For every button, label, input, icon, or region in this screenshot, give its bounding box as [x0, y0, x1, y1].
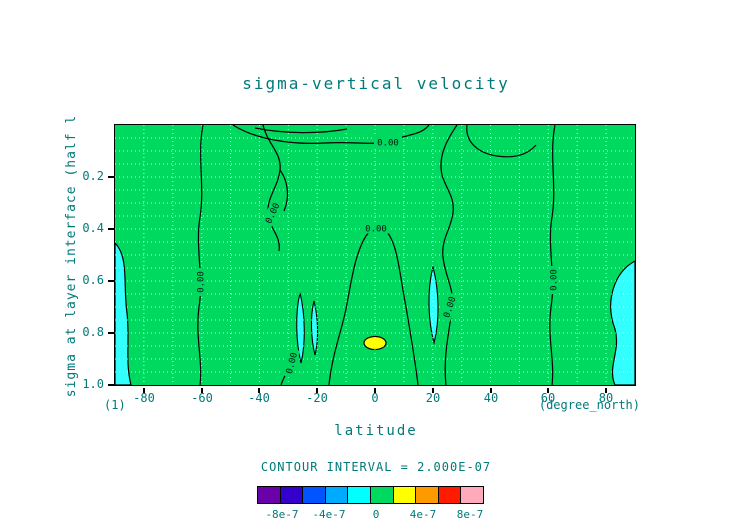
x-tick-label: -20 [306, 391, 328, 405]
zero-contour-line [440, 124, 458, 386]
contour-label-bg [374, 136, 402, 148]
x-tick-label: 40 [483, 391, 499, 405]
colorbar-label: -8e-7 [265, 508, 299, 521]
y-tick-label: 1.0 [82, 377, 104, 391]
fill-region-yellow-max [363, 335, 387, 351]
x-tick-label: -40 [248, 391, 270, 405]
x-tick [258, 388, 260, 393]
y-tick [108, 384, 114, 386]
colorbar-segment [257, 486, 281, 504]
y-axis-label: sigma at layer interface (half l [64, 114, 79, 398]
colorbar-segment [347, 486, 371, 504]
colorbar [257, 486, 484, 504]
contour-label-text: 0.00 [365, 225, 387, 235]
contour-label-bg [282, 348, 300, 378]
x-tick-label: 80 [598, 391, 614, 405]
contour-label-text: 0.00 [377, 139, 399, 149]
x-axis-label: latitude [334, 423, 418, 439]
y-tick [108, 228, 114, 230]
plot-area: 0.00 0.00 0.00 0.00 0.00 0.00 [114, 124, 636, 386]
fill-region-cyan-sliver-b [310, 300, 319, 356]
colorbar-label: 4e-7 [409, 508, 437, 521]
x-tick [201, 388, 203, 393]
zero-contour-line [466, 124, 537, 158]
colorbar-segment [324, 486, 349, 504]
x-tick-label: -80 [133, 391, 155, 405]
x-tick-label: 20 [425, 391, 441, 405]
zero-contour-line [549, 124, 556, 386]
contour-label-bg [547, 266, 559, 294]
fill-region-cyan-sliver-c [428, 264, 439, 346]
colorbar-segment [460, 486, 484, 504]
x-tick [547, 388, 549, 393]
x-tick [374, 388, 376, 393]
chart-title: sigma-vertical velocity [242, 74, 510, 93]
y-tick [108, 332, 114, 334]
y-tick [108, 176, 114, 178]
colorbar-segment [302, 486, 326, 504]
contour-label-bg [194, 268, 206, 296]
y-tick-label: 0.8 [82, 325, 104, 339]
contour-value-label: 0.00 [374, 136, 402, 149]
zero-contour-line [279, 169, 289, 212]
fill-region-cyan-sliver-a [296, 292, 305, 364]
colorbar-segment [279, 486, 304, 504]
y-tick [108, 280, 114, 282]
contour-label-text: 0.00 [550, 269, 560, 291]
contour-label-bg [439, 291, 459, 323]
zero-contour-line [254, 127, 348, 134]
contour-plot: 0.00 0.00 0.00 0.00 0.00 0.00 [114, 124, 636, 386]
x-tick [143, 388, 145, 393]
colorbar-segment [415, 486, 439, 504]
contour-label-bg [261, 197, 283, 229]
x-tick [490, 388, 492, 393]
contour-interval-text: CONTOUR INTERVAL = 2.000E-07 [260, 460, 492, 474]
x-unit-note: (degree_north) [538, 398, 640, 412]
colorbar-segment [437, 486, 462, 504]
fill-region-cyan-right-edge [610, 259, 636, 386]
colorbar-label: -4e-7 [312, 508, 346, 521]
x-tick-label: 0 [371, 391, 379, 405]
x-tick-label: 60 [540, 391, 556, 405]
zero-contour-line [232, 124, 430, 144]
y-tick-label: 0.6 [82, 273, 104, 287]
contour-value-label: 0.00 [194, 268, 207, 296]
contour-value-label: 0.00 [362, 222, 390, 235]
y-unit-note: (1) [104, 398, 126, 412]
zero-contour-line [262, 124, 281, 252]
y-tick-label: 0.2 [82, 169, 104, 183]
contour-label-text: 0.00 [197, 271, 207, 293]
contour-label-bg [362, 222, 390, 234]
contour-value-label: 0.00 [547, 266, 560, 294]
colorbar-label: 8e-7 [456, 508, 484, 521]
y-tick-label: 0.4 [82, 221, 104, 235]
colorbar-segment [392, 486, 417, 504]
x-tick [605, 388, 607, 393]
colorbar-segment [369, 486, 394, 504]
x-tick-label: -60 [191, 391, 213, 405]
x-tick [432, 388, 434, 393]
colorbar-label: 0 [372, 508, 380, 521]
fill-region-cyan-left-edge [114, 241, 132, 386]
zero-contour-line [197, 124, 204, 386]
x-tick [316, 388, 318, 393]
